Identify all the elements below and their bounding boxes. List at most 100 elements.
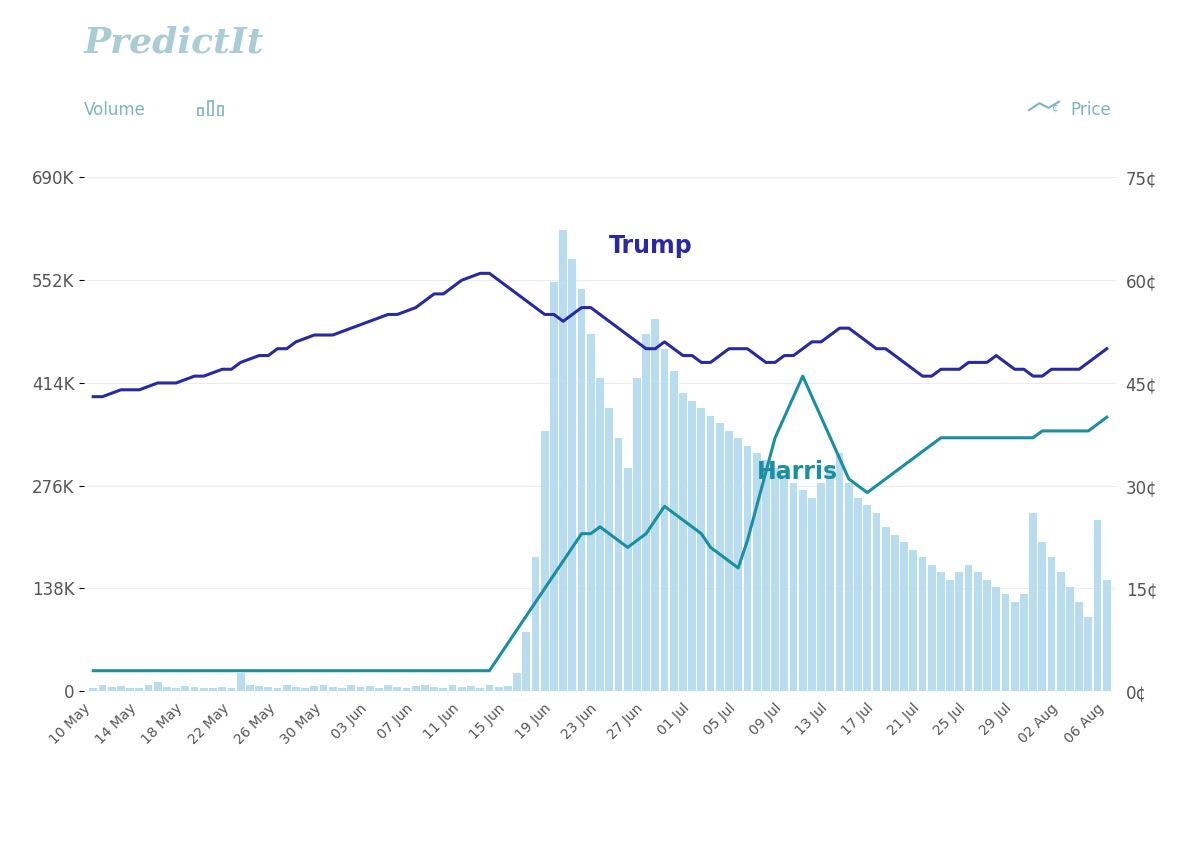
Bar	[854, 497, 862, 691]
Bar	[163, 687, 170, 691]
Bar	[246, 685, 253, 691]
Bar	[605, 408, 613, 691]
Bar	[402, 688, 410, 691]
Bar	[532, 557, 540, 691]
Bar	[974, 572, 982, 691]
Bar	[458, 687, 466, 691]
Bar	[476, 688, 484, 691]
Bar	[632, 379, 641, 691]
Bar	[928, 565, 936, 691]
Bar	[514, 673, 521, 691]
Bar	[522, 631, 530, 691]
Bar	[1048, 557, 1056, 691]
Bar	[965, 565, 972, 691]
Bar	[1103, 579, 1111, 691]
Bar	[89, 688, 97, 691]
Bar	[144, 685, 152, 691]
Bar	[449, 685, 456, 691]
Bar	[236, 673, 245, 691]
Text: Volume: Volume	[84, 101, 146, 119]
Bar	[1038, 542, 1046, 691]
Bar	[136, 688, 143, 691]
Bar	[642, 334, 650, 691]
Bar	[218, 687, 226, 691]
Bar	[541, 431, 548, 691]
Bar	[356, 687, 365, 691]
Bar	[845, 483, 853, 691]
Bar	[1010, 602, 1019, 691]
Bar	[228, 688, 235, 691]
Bar	[1002, 594, 1009, 691]
Bar	[808, 497, 816, 691]
Bar	[652, 319, 659, 691]
Bar	[319, 685, 328, 691]
Bar	[872, 513, 881, 691]
Bar	[780, 475, 788, 691]
Bar	[208, 101, 214, 116]
Bar	[689, 400, 696, 691]
Bar	[394, 687, 401, 691]
Bar	[209, 688, 217, 691]
Bar	[624, 468, 631, 691]
Bar	[752, 453, 761, 691]
Bar	[421, 685, 428, 691]
Bar	[955, 572, 964, 691]
Bar	[283, 685, 290, 691]
Bar	[1085, 617, 1092, 691]
Bar	[918, 557, 926, 691]
Bar	[900, 542, 908, 691]
Bar	[863, 505, 871, 691]
Bar	[827, 468, 834, 691]
Bar	[569, 260, 576, 691]
Bar	[835, 453, 844, 691]
Bar	[347, 685, 355, 691]
Bar	[292, 687, 300, 691]
Bar	[116, 686, 125, 691]
Bar	[882, 528, 889, 691]
Bar	[799, 490, 806, 691]
Bar	[1066, 587, 1074, 691]
Bar	[191, 687, 198, 691]
Bar	[716, 423, 724, 691]
Bar	[256, 686, 263, 691]
Bar	[301, 688, 310, 691]
Bar	[126, 688, 134, 691]
Bar	[679, 394, 686, 691]
Bar	[467, 686, 475, 691]
Bar	[198, 108, 203, 116]
Bar	[338, 688, 346, 691]
Bar	[550, 282, 558, 691]
Bar	[154, 682, 162, 691]
Bar	[559, 229, 568, 691]
Text: Trump: Trump	[610, 234, 692, 258]
Bar	[98, 685, 107, 691]
Bar	[494, 687, 503, 691]
Bar	[947, 579, 954, 691]
Bar	[707, 416, 714, 691]
Bar	[504, 686, 511, 691]
Bar	[486, 685, 493, 691]
Bar	[374, 688, 383, 691]
Bar	[1020, 594, 1027, 691]
Bar	[173, 688, 180, 691]
Bar	[772, 468, 779, 691]
Bar	[1093, 520, 1102, 691]
Bar	[744, 445, 751, 691]
Text: ¢: ¢	[1051, 103, 1058, 113]
Bar	[577, 289, 586, 691]
Bar	[614, 438, 623, 691]
Bar	[734, 438, 742, 691]
Bar	[762, 460, 769, 691]
Bar	[412, 686, 420, 691]
Bar	[1057, 572, 1064, 691]
Text: Price: Price	[1070, 101, 1111, 119]
Bar	[937, 572, 944, 691]
Text: Harris: Harris	[757, 460, 838, 484]
Bar	[366, 686, 373, 691]
Bar	[181, 686, 190, 691]
Bar	[1075, 602, 1084, 691]
Bar	[329, 687, 337, 691]
Bar	[439, 688, 448, 691]
Bar	[992, 587, 1000, 691]
Bar	[817, 483, 826, 691]
